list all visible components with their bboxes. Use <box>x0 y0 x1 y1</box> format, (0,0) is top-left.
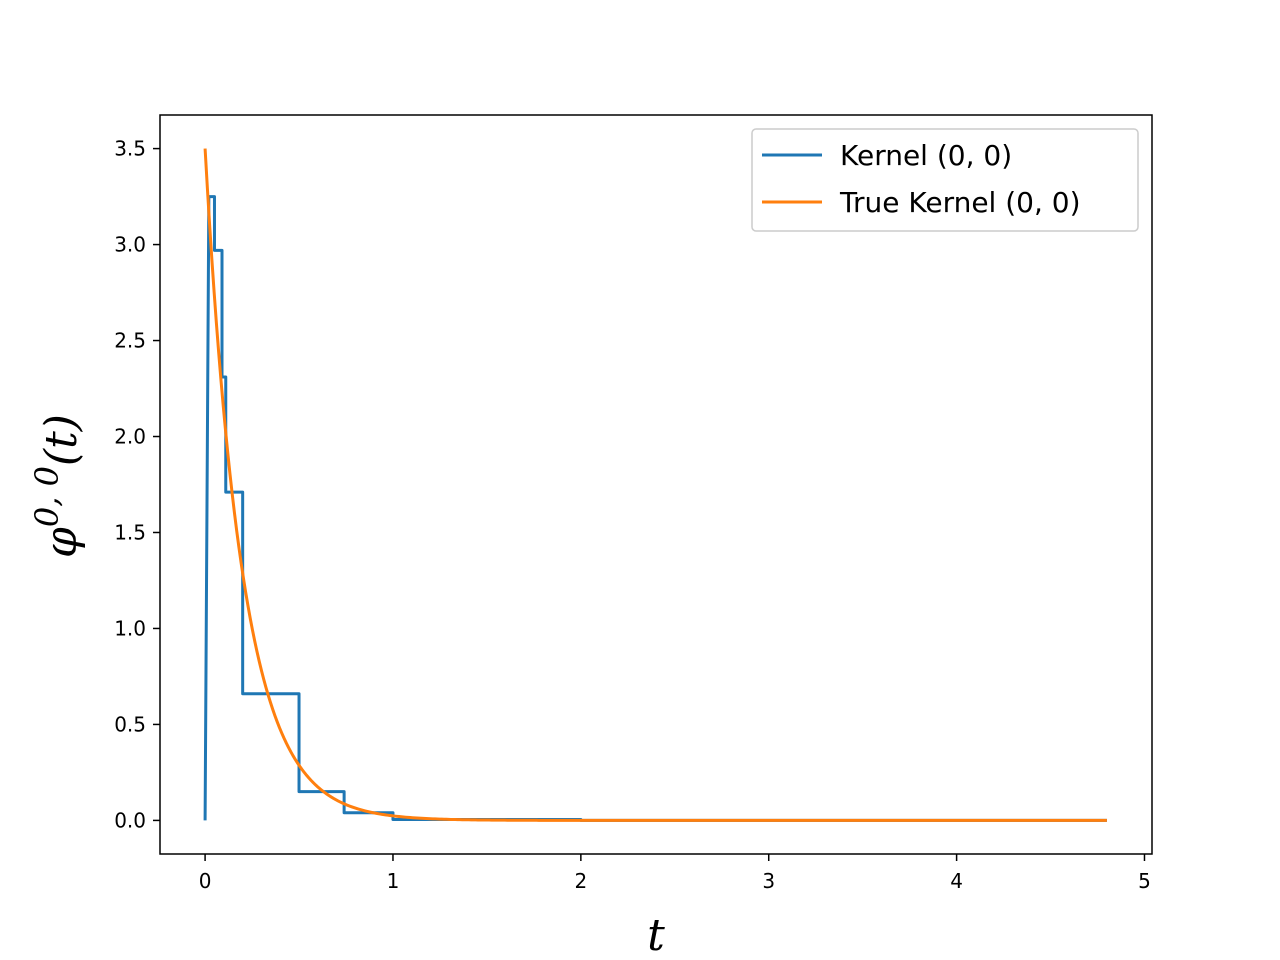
series-line-kernel <box>203 195 1107 822</box>
y-tick-label: 0.5 <box>114 712 146 736</box>
y-axis-title-suffix: (t) <box>36 414 87 466</box>
x-axis-title: t <box>647 910 665 960</box>
legend-label-true-kernel: True Kernel (0, 0) <box>839 186 1081 219</box>
x-tick-label: 1 <box>387 869 400 893</box>
legend-label-kernel: Kernel (0, 0) <box>840 139 1012 172</box>
y-tick-label: 2.0 <box>114 425 146 449</box>
x-tick-label: 2 <box>574 869 587 893</box>
x-axis-ticks: 0 1 2 3 4 5 <box>199 854 1151 893</box>
y-axis-title-superscript: 0, 0 <box>28 466 66 527</box>
x-tick-label: 0 <box>199 869 212 893</box>
series-layer <box>203 148 1107 822</box>
y-tick-label: 3.5 <box>114 137 146 161</box>
x-tick-label: 4 <box>950 869 963 893</box>
legend: Kernel (0, 0) True Kernel (0, 0) <box>751 128 1139 232</box>
y-axis-ticks: 0.0 0.5 1.0 1.5 2.0 2.5 3.0 3.5 <box>114 137 160 832</box>
svg-text:φ0, 0(t): φ0, 0(t) <box>28 414 87 558</box>
axes-frame <box>159 114 1153 855</box>
x-tick-label: 3 <box>762 869 775 893</box>
y-tick-label: 1.0 <box>114 616 146 640</box>
y-tick-label: 1.5 <box>114 520 146 544</box>
y-tick-label: 0.0 <box>114 808 146 832</box>
y-axis-title: φ0, 0(t) <box>28 414 87 558</box>
plot-area <box>160 115 1152 854</box>
series-line-true-kernel <box>203 148 1107 822</box>
legend-box <box>751 128 1139 232</box>
x-tick-label: 5 <box>1138 869 1151 893</box>
y-tick-label: 3.0 <box>114 233 146 257</box>
y-tick-label: 2.5 <box>114 329 146 353</box>
y-axis-title-symbol: φ <box>36 527 87 558</box>
